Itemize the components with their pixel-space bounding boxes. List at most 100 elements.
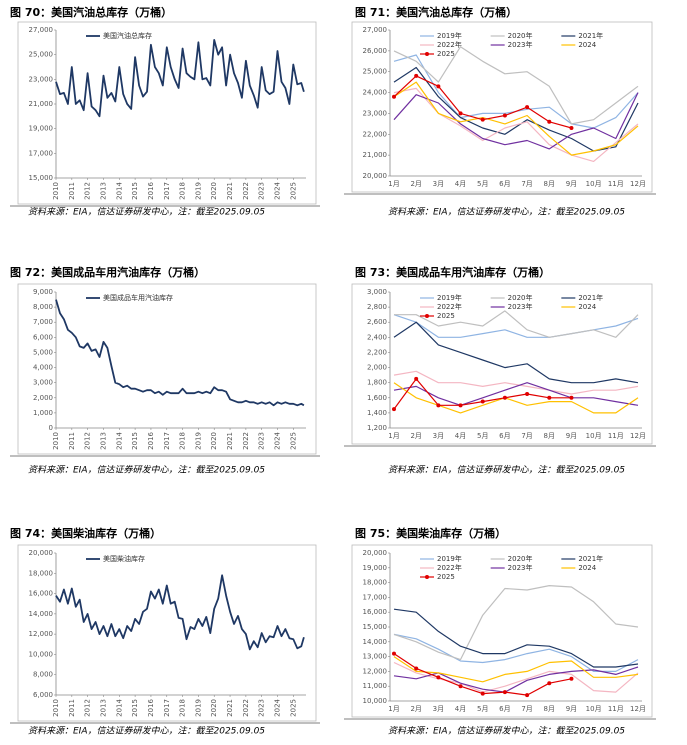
- legend-label: 2021年: [578, 554, 603, 563]
- series-marker: [392, 651, 396, 656]
- series-line: [393, 92, 639, 150]
- y-tick-label: 20,000: [363, 172, 388, 180]
- y-tick-label: 23,000: [363, 109, 388, 117]
- series-marker: [414, 376, 419, 381]
- y-tick-label: 14,000: [363, 638, 388, 646]
- series-marker: [502, 395, 507, 400]
- x-tick-label: 2025: [289, 432, 297, 450]
- legend-label: 2025: [437, 312, 455, 320]
- series-marker: [458, 684, 463, 689]
- series-line: [393, 382, 639, 406]
- x-tick-label: 2016: [147, 181, 155, 199]
- y-tick-label: 4,000: [33, 364, 53, 372]
- y-tick-label: 2,000: [367, 364, 387, 372]
- x-tick-label: 2014: [115, 698, 123, 716]
- series-line: [393, 666, 639, 693]
- y-tick-label: 2,200: [367, 348, 387, 356]
- x-tick-label: 8月: [544, 705, 555, 713]
- series-line: [393, 87, 639, 162]
- x-tick-label: 2025: [289, 182, 297, 200]
- y-tick-label: 2,400: [367, 333, 387, 341]
- series-line: [394, 310, 639, 338]
- x-tick-label: 2013: [99, 432, 107, 450]
- y-tick-label: 20,000: [29, 549, 54, 557]
- y-tick-label: 6,000: [33, 333, 53, 341]
- y-tick-label: 1,200: [367, 424, 387, 432]
- chart-frame: [351, 283, 653, 445]
- x-tick-label: 6月: [499, 432, 510, 440]
- series-marker: [392, 94, 396, 99]
- legend-label: 2020年: [508, 554, 533, 563]
- x-tick-label: 2020: [210, 432, 218, 450]
- y-tick-label: 17,000: [29, 149, 54, 157]
- y-tick-label: 18,000: [363, 579, 388, 587]
- series-marker: [480, 399, 485, 404]
- y-tick-label: 27,000: [29, 26, 54, 34]
- x-tick-label: 2018: [179, 432, 187, 450]
- x-tick-label: 2015: [131, 432, 139, 450]
- x-tick-label: 2010: [52, 432, 60, 450]
- x-tick-label: 2月: [410, 705, 421, 713]
- y-tick-label: 22,000: [363, 130, 388, 138]
- y-tick-label: 1,600: [367, 394, 387, 402]
- x-tick-label: 2018: [179, 699, 187, 717]
- x-tick-label: 2013: [99, 699, 107, 717]
- x-tick-label: 2012: [84, 182, 92, 200]
- x-tick-label: 8月: [544, 432, 555, 440]
- source-note: 资料来源：EIA，信达证券研发中心，注：截至2025.09.05: [28, 465, 265, 476]
- y-tick-label: 16,000: [29, 590, 54, 598]
- legend-label: 2025: [437, 573, 455, 581]
- y-tick-label: 14,000: [29, 610, 54, 618]
- x-tick-label: 2023: [258, 182, 266, 200]
- x-tick-label: 5月: [477, 180, 488, 188]
- series-line: [393, 382, 639, 414]
- legend-label: 2024: [578, 303, 596, 311]
- x-tick-label: 2011: [68, 432, 76, 450]
- y-tick-label: 25,000: [363, 68, 388, 76]
- x-tick-label: 12月: [630, 705, 646, 713]
- legend-label: 2023年: [508, 302, 533, 311]
- legend-marker: [425, 314, 429, 318]
- x-tick-label: 2014: [115, 181, 123, 199]
- y-tick-label: 5,000: [33, 348, 53, 356]
- series-marker: [502, 690, 507, 695]
- series-line: [393, 585, 639, 661]
- x-tick-label: 2020: [210, 182, 218, 200]
- y-tick-label: 8,000: [33, 303, 53, 311]
- x-tick-label: 2月: [410, 180, 421, 188]
- y-tick-label: 15,000: [363, 623, 388, 631]
- chart-frame: [351, 21, 653, 193]
- legend-label: 美国汽油总库存: [103, 31, 152, 40]
- series-marker: [458, 111, 463, 116]
- y-tick-label: 19,000: [29, 125, 54, 133]
- x-tick-label: 6月: [499, 180, 510, 188]
- legend-label: 2024: [578, 564, 596, 572]
- y-tick-label: 6,000: [33, 691, 53, 699]
- chart-frame: [17, 21, 317, 205]
- source-note: 资料来源：EIA，信达证券研发中心，注：截至2025.09.05: [28, 207, 265, 218]
- x-tick-label: 7月: [521, 432, 532, 440]
- x-tick-label: 2023: [258, 699, 266, 717]
- y-tick-label: 9,000: [33, 288, 53, 296]
- series-marker: [502, 113, 507, 118]
- legend-label: 2024: [578, 41, 596, 49]
- series-marker: [547, 681, 552, 686]
- x-tick-label: 2011: [68, 182, 76, 200]
- x-tick-label: 8月: [544, 180, 555, 188]
- series-marker: [569, 395, 574, 400]
- series-line: [393, 661, 639, 693]
- x-tick-label: 2010: [52, 699, 60, 717]
- y-tick-label: 1,800: [367, 379, 387, 387]
- x-tick-label: 11月: [608, 180, 624, 188]
- chart-title: 图 72：美国成品车用汽油库存（万桶）: [10, 265, 205, 279]
- x-tick-label: 10月: [586, 180, 602, 188]
- y-tick-label: 10,000: [29, 650, 54, 658]
- series-marker: [436, 675, 441, 680]
- x-tick-label: 7月: [521, 705, 532, 713]
- x-tick-label: 12月: [630, 432, 646, 440]
- legend-label: 2022年: [437, 563, 462, 572]
- chart-frame: [17, 544, 317, 722]
- y-tick-label: 27,000: [363, 26, 388, 34]
- legend-marker: [425, 575, 429, 579]
